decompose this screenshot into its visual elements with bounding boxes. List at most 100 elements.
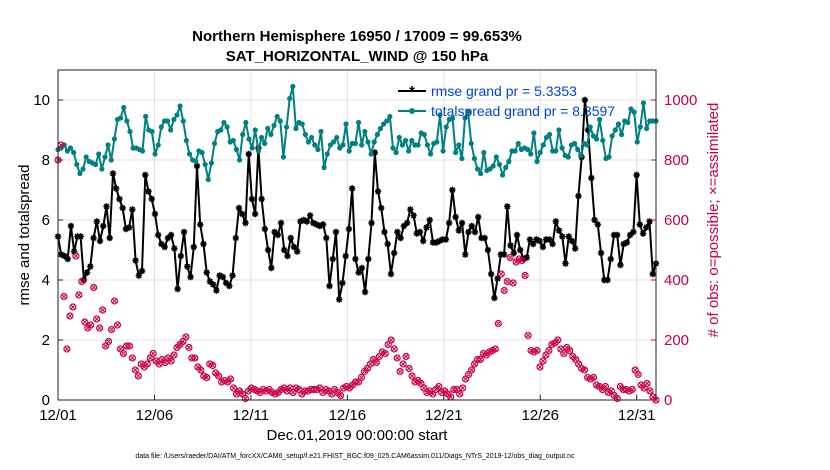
data-point xyxy=(306,212,314,219)
obs-possible-marker xyxy=(634,370,642,379)
obs-assimilated-marker xyxy=(582,367,587,373)
data-point xyxy=(399,142,405,148)
data-point xyxy=(184,263,191,270)
data-point xyxy=(402,137,409,144)
obs-assimilated-marker xyxy=(121,351,126,356)
data-point xyxy=(523,254,530,261)
data-point xyxy=(571,245,579,252)
series-0 xyxy=(54,96,660,303)
data-point xyxy=(305,139,312,145)
data-point xyxy=(409,137,415,144)
data-point xyxy=(580,366,589,374)
data-point xyxy=(215,372,223,380)
data-point xyxy=(554,336,562,344)
obs-possible-marker xyxy=(90,283,98,292)
obs-assimilated-marker xyxy=(150,351,156,356)
obs-possible-marker xyxy=(408,372,416,380)
data-point xyxy=(437,112,443,118)
legend-marker-rmse: * xyxy=(409,83,415,100)
data-point xyxy=(342,252,349,260)
obs-possible-marker xyxy=(399,360,407,368)
data-point xyxy=(58,251,65,258)
data-point xyxy=(449,115,456,121)
data-point xyxy=(568,237,576,245)
data-point xyxy=(108,157,114,163)
y-right-tick-label: 200 xyxy=(664,332,689,349)
data-point xyxy=(597,116,603,123)
data-point xyxy=(601,276,608,284)
data-point xyxy=(503,164,509,171)
obs-possible-marker xyxy=(500,286,508,295)
data-point xyxy=(164,118,171,124)
data-point xyxy=(625,119,631,126)
data-point xyxy=(258,195,265,203)
data-point xyxy=(199,149,205,156)
data-point xyxy=(127,128,133,135)
data-point xyxy=(555,227,563,234)
data-point xyxy=(346,148,352,154)
data-point xyxy=(334,134,340,141)
data-point xyxy=(529,240,537,248)
data-point xyxy=(387,270,395,278)
data-file-footer: data file: /Users/raeder/DAI/ATM_forcXX/… xyxy=(135,453,575,460)
data-point xyxy=(310,219,317,227)
data-point xyxy=(643,379,651,388)
data-point xyxy=(143,360,151,368)
data-point xyxy=(393,149,399,156)
data-point xyxy=(465,109,471,115)
data-point xyxy=(536,237,543,245)
data-point xyxy=(633,171,640,179)
x-tick-label: 12/21 xyxy=(425,407,463,424)
obs-possible-marker xyxy=(93,315,101,323)
data-point xyxy=(70,248,78,255)
data-point xyxy=(293,125,299,132)
data-point xyxy=(193,162,201,170)
obs-possible-marker xyxy=(524,331,532,340)
data-point xyxy=(229,384,238,392)
obs-assimilated-marker xyxy=(504,279,510,284)
data-point xyxy=(294,248,301,255)
obs-possible-marker xyxy=(545,346,553,355)
data-point xyxy=(96,237,104,245)
data-point xyxy=(390,345,398,353)
obs-assimilated-marker xyxy=(192,355,198,361)
data-point xyxy=(434,139,440,145)
data-point xyxy=(219,273,227,281)
y-left-tick-label: 6 xyxy=(42,212,50,229)
obs-possible-marker xyxy=(476,355,485,364)
obs-assimilated-marker xyxy=(409,373,415,379)
data-point xyxy=(193,158,199,165)
data-point xyxy=(274,231,282,239)
obs-assimilated-marker xyxy=(144,361,150,367)
data-point xyxy=(429,239,437,246)
chart-subtitle: SAT_HORIZONTAL_WIND @ 150 hPa xyxy=(226,48,489,65)
obs-assimilated-marker xyxy=(135,373,141,379)
data-point xyxy=(290,83,296,90)
data-point xyxy=(546,131,553,138)
data-point xyxy=(526,236,534,243)
data-point xyxy=(533,346,541,355)
obs-assimilated-marker xyxy=(555,337,561,343)
obs-assimilated-marker xyxy=(501,288,507,293)
obs-possible-marker xyxy=(372,358,380,367)
data-point xyxy=(500,286,508,295)
obs-assimilated-marker xyxy=(457,391,462,397)
data-point xyxy=(191,354,199,362)
obs-possible-marker xyxy=(69,303,77,311)
obs-possible-marker xyxy=(393,354,401,362)
obs-assimilated-marker xyxy=(382,351,388,356)
data-point xyxy=(410,212,417,219)
obs-possible-marker xyxy=(215,372,223,380)
data-point xyxy=(496,161,503,168)
data-point xyxy=(299,121,305,127)
data-point xyxy=(494,319,502,328)
data-point xyxy=(465,228,472,236)
data-point xyxy=(614,231,621,239)
data-point xyxy=(509,279,517,287)
data-point xyxy=(284,252,291,260)
y-right-tick-label: 800 xyxy=(664,152,689,169)
obs-assimilated-marker xyxy=(373,360,379,365)
obs-assimilated-marker xyxy=(510,280,516,286)
data-point xyxy=(445,219,453,227)
data-point xyxy=(63,345,71,353)
